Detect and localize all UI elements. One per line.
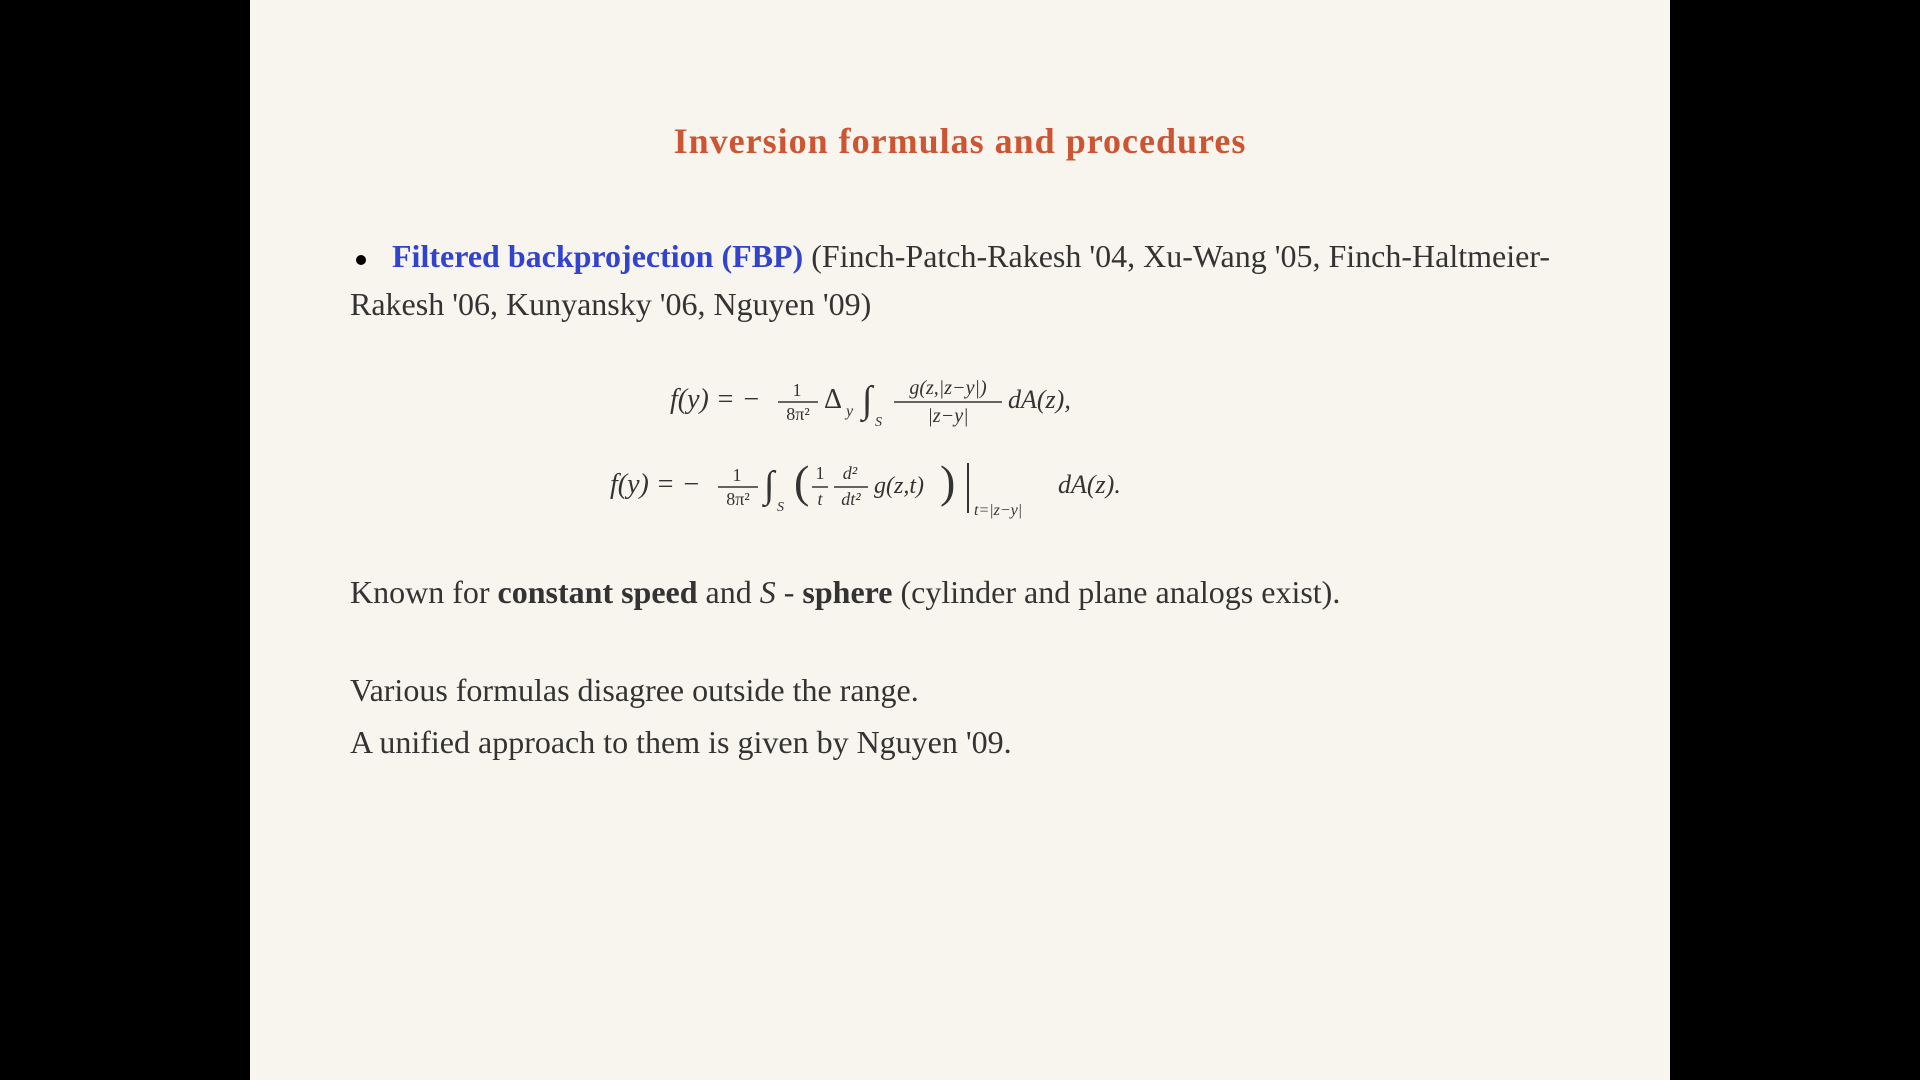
note1-post: (cylinder and plane analogs exist). — [892, 574, 1340, 610]
note-disagree: Various formulas disagree outside the ra… — [350, 666, 1570, 714]
svg-text:8π²: 8π² — [786, 404, 809, 424]
note1-dash: - — [776, 574, 803, 610]
svg-text:1: 1 — [816, 463, 825, 483]
note1-pre: Known for — [350, 574, 498, 610]
formula-svg: f(y) = − 1 8π² Δ y ∫ S g(z,|z−y|) |z−y| … — [600, 368, 1320, 538]
svg-text:t=|z−y|: t=|z−y| — [974, 502, 1022, 519]
svg-text:|z−y|: |z−y| — [927, 405, 968, 427]
note3-text: A unified approach to them is given by N… — [350, 724, 1012, 760]
svg-text:dA(z).: dA(z). — [1058, 470, 1121, 499]
topic-name: Filtered backprojection (FBP) — [392, 238, 803, 274]
svg-text:1: 1 — [733, 465, 742, 485]
svg-text:S: S — [777, 500, 784, 515]
slide: Inversion formulas and procedures Filter… — [250, 0, 1670, 1080]
bullet-marker-icon — [356, 255, 366, 265]
svg-text:Δ: Δ — [824, 384, 842, 415]
note2-text: Various formulas disagree outside the ra… — [350, 672, 919, 708]
svg-text:∫: ∫ — [762, 464, 777, 508]
svg-text:g(z,t): g(z,t) — [874, 473, 924, 499]
note1-italic-s: S — [760, 574, 776, 610]
note1-bold-sphere: sphere — [802, 574, 892, 610]
svg-text:∫: ∫ — [860, 379, 875, 423]
svg-text:(: ( — [794, 456, 809, 507]
svg-text:): ) — [940, 456, 955, 507]
svg-text:g(z,|z−y|): g(z,|z−y|) — [909, 377, 987, 399]
svg-text:S: S — [875, 415, 882, 430]
svg-text:y: y — [844, 403, 854, 420]
formula1-lhs: f(y) = − — [670, 384, 761, 415]
formula-block: f(y) = − 1 8π² Δ y ∫ S g(z,|z−y|) |z−y| … — [350, 368, 1570, 538]
note-unified: A unified approach to them is given by N… — [350, 718, 1570, 766]
svg-text:1: 1 — [793, 380, 802, 400]
svg-text:d²: d² — [843, 463, 858, 483]
bullet-item-fbp: Filtered backprojection (FBP) (Finch-Pat… — [350, 232, 1570, 328]
note-known-for: Known for constant speed and S - sphere … — [350, 568, 1570, 616]
note1-bold-constant-speed: constant speed — [498, 574, 698, 610]
svg-text:dA(z),: dA(z), — [1008, 385, 1071, 414]
svg-text:dt²: dt² — [841, 489, 861, 509]
svg-text:8π²: 8π² — [726, 489, 749, 509]
slide-title: Inversion formulas and procedures — [350, 120, 1570, 162]
svg-text:t: t — [817, 489, 823, 509]
note1-mid: and — [698, 574, 760, 610]
svg-text:f(y) = −: f(y) = − — [610, 469, 701, 500]
